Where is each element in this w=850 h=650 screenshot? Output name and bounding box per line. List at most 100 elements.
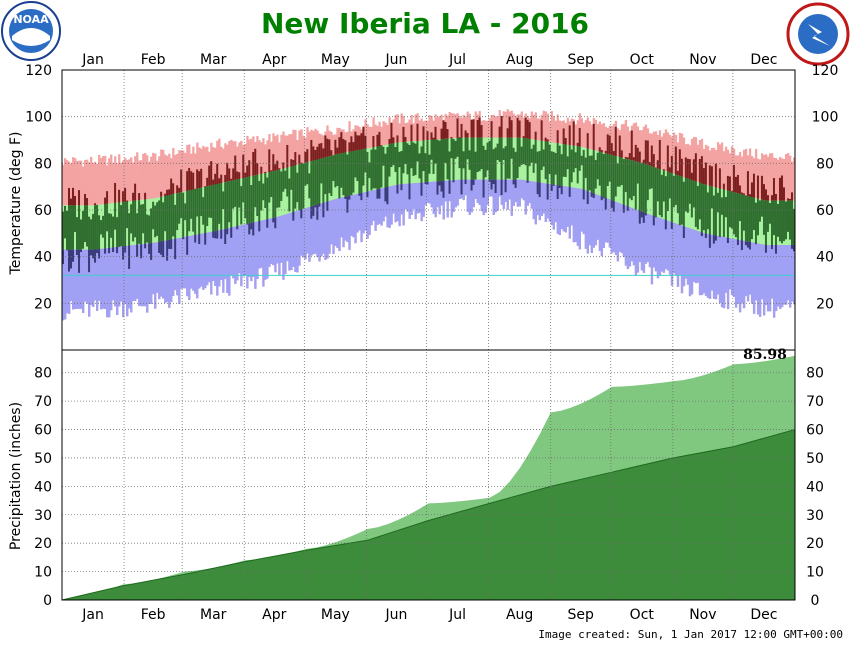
below-normal-band-bar [394, 185, 397, 223]
below-normal-band-bar [130, 245, 133, 313]
below-normal-band-bar [610, 200, 614, 254]
observed-below-normal-bar [424, 182, 427, 184]
observed-within-normal-bar [500, 137, 503, 180]
observed-within-normal-bar [374, 149, 377, 189]
observed-above-normal-bar [192, 172, 195, 190]
observed-above-normal-bar [144, 192, 147, 200]
observed-below-normal-bar [144, 243, 147, 249]
observed-above-normal-bar [674, 146, 677, 175]
observed-within-normal-bar [410, 141, 413, 169]
observed-within-normal-bar [328, 156, 331, 194]
observed-within-normal-bar [490, 137, 493, 180]
below-normal-band-bar [76, 249, 79, 309]
observed-within-normal-bar [542, 149, 545, 167]
observed-within-normal-bar [426, 140, 429, 183]
below-normal-band-bar [218, 230, 221, 287]
observed-above-normal-bar [782, 187, 785, 201]
below-normal-band-bar [316, 204, 319, 258]
observed-above-normal-bar [138, 193, 141, 201]
below-normal-band-bar [526, 180, 529, 206]
observed-within-normal-bar [644, 164, 647, 214]
temperature-tick-right: 100 [812, 110, 839, 126]
observed-below-normal-bar [714, 235, 717, 241]
observed-within-normal-bar [312, 160, 315, 206]
observed-below-normal-bar [160, 241, 163, 255]
below-normal-band-bar [246, 223, 249, 289]
observed-below-normal-bar [386, 186, 389, 205]
below-normal-band-bar [334, 199, 337, 246]
observed-within-normal-bar [204, 186, 207, 234]
observed-above-normal-bar [376, 134, 379, 147]
precipitation-axis-label: Precipitation (inches) [8, 402, 24, 550]
observed-within-normal-bar [656, 168, 659, 202]
normal-range-bar [454, 138, 457, 181]
observed-above-normal-bar [350, 136, 353, 152]
observed-above-normal-bar [290, 159, 293, 167]
below-normal-band-bar [174, 238, 177, 291]
observed-within-normal-bar [118, 202, 121, 247]
observed-within-normal-bar [362, 149, 365, 186]
temperature-tick-right: 60 [816, 203, 834, 219]
observed-within-normal-bar [446, 138, 449, 180]
observed-below-normal-bar [642, 212, 645, 223]
observed-below-normal-bar [246, 223, 249, 225]
observed-within-normal-bar [694, 181, 697, 227]
observed-above-normal-bar [586, 133, 589, 149]
below-normal-band-bar [150, 243, 153, 304]
below-normal-band-bar [626, 206, 630, 270]
observed-within-normal-bar [414, 143, 417, 176]
observed-above-normal-bar [446, 129, 449, 139]
below-normal-band-bar [294, 211, 297, 272]
below-normal-band-bar [406, 183, 409, 212]
observed-above-normal-bar [690, 172, 693, 181]
observed-above-normal-bar [498, 126, 501, 138]
observed-below-normal-bar [136, 244, 139, 257]
observed-below-normal-bar [272, 217, 275, 223]
below-normal-band-bar [296, 210, 299, 273]
observed-above-normal-bar [738, 185, 741, 194]
observed-above-normal-bar [748, 194, 751, 197]
observed-within-normal-bar [752, 197, 755, 231]
observed-within-normal-bar [76, 217, 79, 250]
observed-below-normal-bar [482, 179, 485, 198]
observed-within-normal-bar [168, 195, 171, 240]
observed-within-normal-bar [432, 139, 435, 174]
below-normal-band-bar [118, 246, 121, 307]
below-normal-band-bar [728, 238, 732, 290]
observed-below-normal-bar [310, 206, 313, 219]
below-normal-band-bar [480, 179, 483, 212]
observed-within-normal-bar [650, 166, 653, 189]
observed-within-normal-bar [672, 175, 675, 208]
observed-above-normal-bar [172, 183, 175, 195]
month-label-top: Sep [568, 52, 595, 68]
below-normal-band-bar [340, 197, 343, 238]
observed-within-normal-bar [288, 178, 291, 212]
observed-below-normal-bar [168, 239, 171, 249]
observed-within-normal-bar [396, 142, 399, 185]
observed-above-normal-bar [94, 203, 97, 206]
observed-above-normal-bar [206, 177, 209, 187]
observed-above-normal-bar [236, 171, 239, 180]
observed-below-normal-bar [150, 243, 153, 260]
observed-below-normal-bar [158, 241, 161, 253]
observed-within-normal-bar [248, 176, 251, 224]
below-normal-band-bar [288, 213, 291, 271]
observed-within-normal-bar [592, 150, 595, 194]
below-normal-band-bar [658, 218, 662, 276]
observed-above-normal-bar [500, 115, 503, 138]
nws-logo [786, 2, 850, 66]
observed-below-normal-bar [252, 222, 255, 236]
observed-above-normal-bar [750, 182, 753, 198]
observed-within-normal-bar [770, 200, 773, 245]
observed-above-normal-bar [680, 158, 683, 177]
observed-above-normal-bar [710, 166, 713, 187]
observed-above-normal-bar [256, 163, 259, 175]
observed-within-normal-bar [544, 141, 547, 180]
observed-within-normal-bar [474, 151, 477, 180]
observed-below-normal-bar [248, 223, 251, 235]
observed-above-normal-bar [722, 183, 725, 190]
observed-within-normal-bar [110, 213, 113, 238]
observed-above-normal-bar [114, 182, 117, 203]
observed-within-normal-bar [106, 203, 109, 232]
below-normal-band-bar [262, 220, 265, 287]
